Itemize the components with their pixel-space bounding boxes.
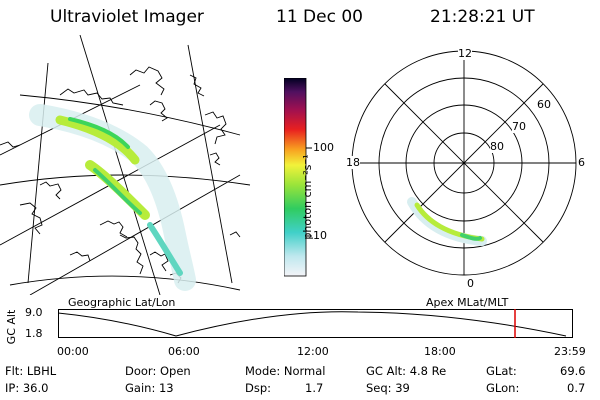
altitude-plot [58,309,573,338]
filter-info: Flt: LBHL [5,364,57,378]
door-info: Door: Open [125,364,191,378]
ip-info: IP: 36.0 [5,381,49,395]
mlt-label-0: 0 [467,277,474,290]
glon-value: 0.7 [567,381,586,395]
altitude-xtick-1200: 12:00 [297,345,329,358]
header-time: 21:28:21 UT [430,7,535,27]
colorbar-unit-label: photon cm⁻²s⁻¹ [301,154,314,240]
altitude-ylabel: GC Alt [5,309,18,345]
gc-alt-info: GC Alt: 4.8 Re [366,364,447,378]
altitude-ytick-low: 1.8 [25,327,43,340]
gain-info: Gain: 13 [125,381,174,395]
glon-label: GLon: [486,381,520,395]
polar-panel-label: Apex MLat/MLT [426,296,509,309]
altitude-xtick-0600: 06:00 [168,345,200,358]
glat-label: GLat: [486,364,517,378]
altitude-ytick-high: 9.0 [25,306,43,319]
mlt-label-6: 6 [578,156,585,169]
imager-title: Ultraviolet Imager [50,7,204,27]
mode-info: Mode: Normal [245,364,326,378]
mlat-label-80: 80 [490,140,504,153]
header-date: 11 Dec 00 [276,7,363,27]
altitude-xtick-2359: 23:59 [554,345,586,358]
colorbar-tick-10: 10 [313,229,327,242]
mlat-label-60: 60 [537,98,551,111]
mlt-label-18: 18 [346,156,360,169]
colorbar-tick-100: 100 [313,141,334,154]
polar-plot [351,50,577,276]
dsp-value: 1.7 [305,381,324,395]
mlat-label-70: 70 [512,120,526,133]
geo-panel-label: Geographic Lat/Lon [68,296,176,309]
geographic-map [0,35,251,295]
seq-info: Seq: 39 [366,381,410,395]
altitude-xtick-1800: 18:00 [424,345,456,358]
colorbar [284,78,312,277]
dsp-label: Dsp: [245,381,272,395]
glat-value: 69.6 [560,364,586,378]
altitude-xtick-0000: 00:00 [57,345,89,358]
mlt-label-12: 12 [458,47,472,60]
